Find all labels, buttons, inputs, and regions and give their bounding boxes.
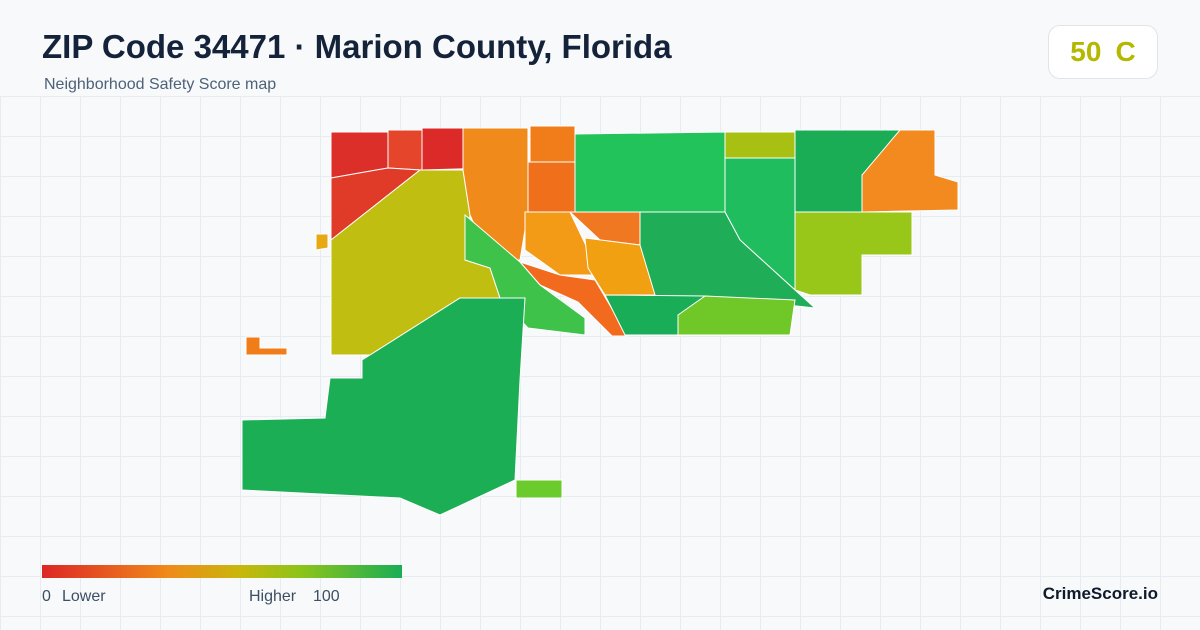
score-grade: C	[1115, 36, 1136, 67]
area	[529, 125, 576, 163]
title: ZIP Code 34471 · Marion County, Florida	[42, 28, 672, 65]
area	[574, 131, 726, 213]
subtitle: Neighborhood Safety Score map	[44, 76, 277, 93]
area	[861, 129, 959, 213]
area	[315, 233, 329, 251]
area	[245, 336, 288, 356]
legend-max: 100	[313, 588, 340, 605]
area	[515, 479, 563, 499]
area	[387, 129, 423, 171]
legend-gradient	[42, 565, 402, 578]
score-badge: 50 C	[1048, 25, 1158, 79]
brand: CrimeScore.io	[1042, 584, 1158, 603]
legend-min-label: Lower	[62, 588, 106, 605]
legend-min: 0	[42, 588, 51, 605]
area	[518, 260, 629, 337]
area	[677, 295, 796, 336]
area	[794, 211, 913, 296]
score-value: 50	[1070, 36, 1102, 67]
area	[241, 297, 526, 516]
area	[724, 131, 796, 159]
legend-max-label: Higher	[249, 588, 297, 605]
area	[524, 211, 601, 276]
area	[464, 213, 586, 336]
area	[527, 161, 576, 213]
